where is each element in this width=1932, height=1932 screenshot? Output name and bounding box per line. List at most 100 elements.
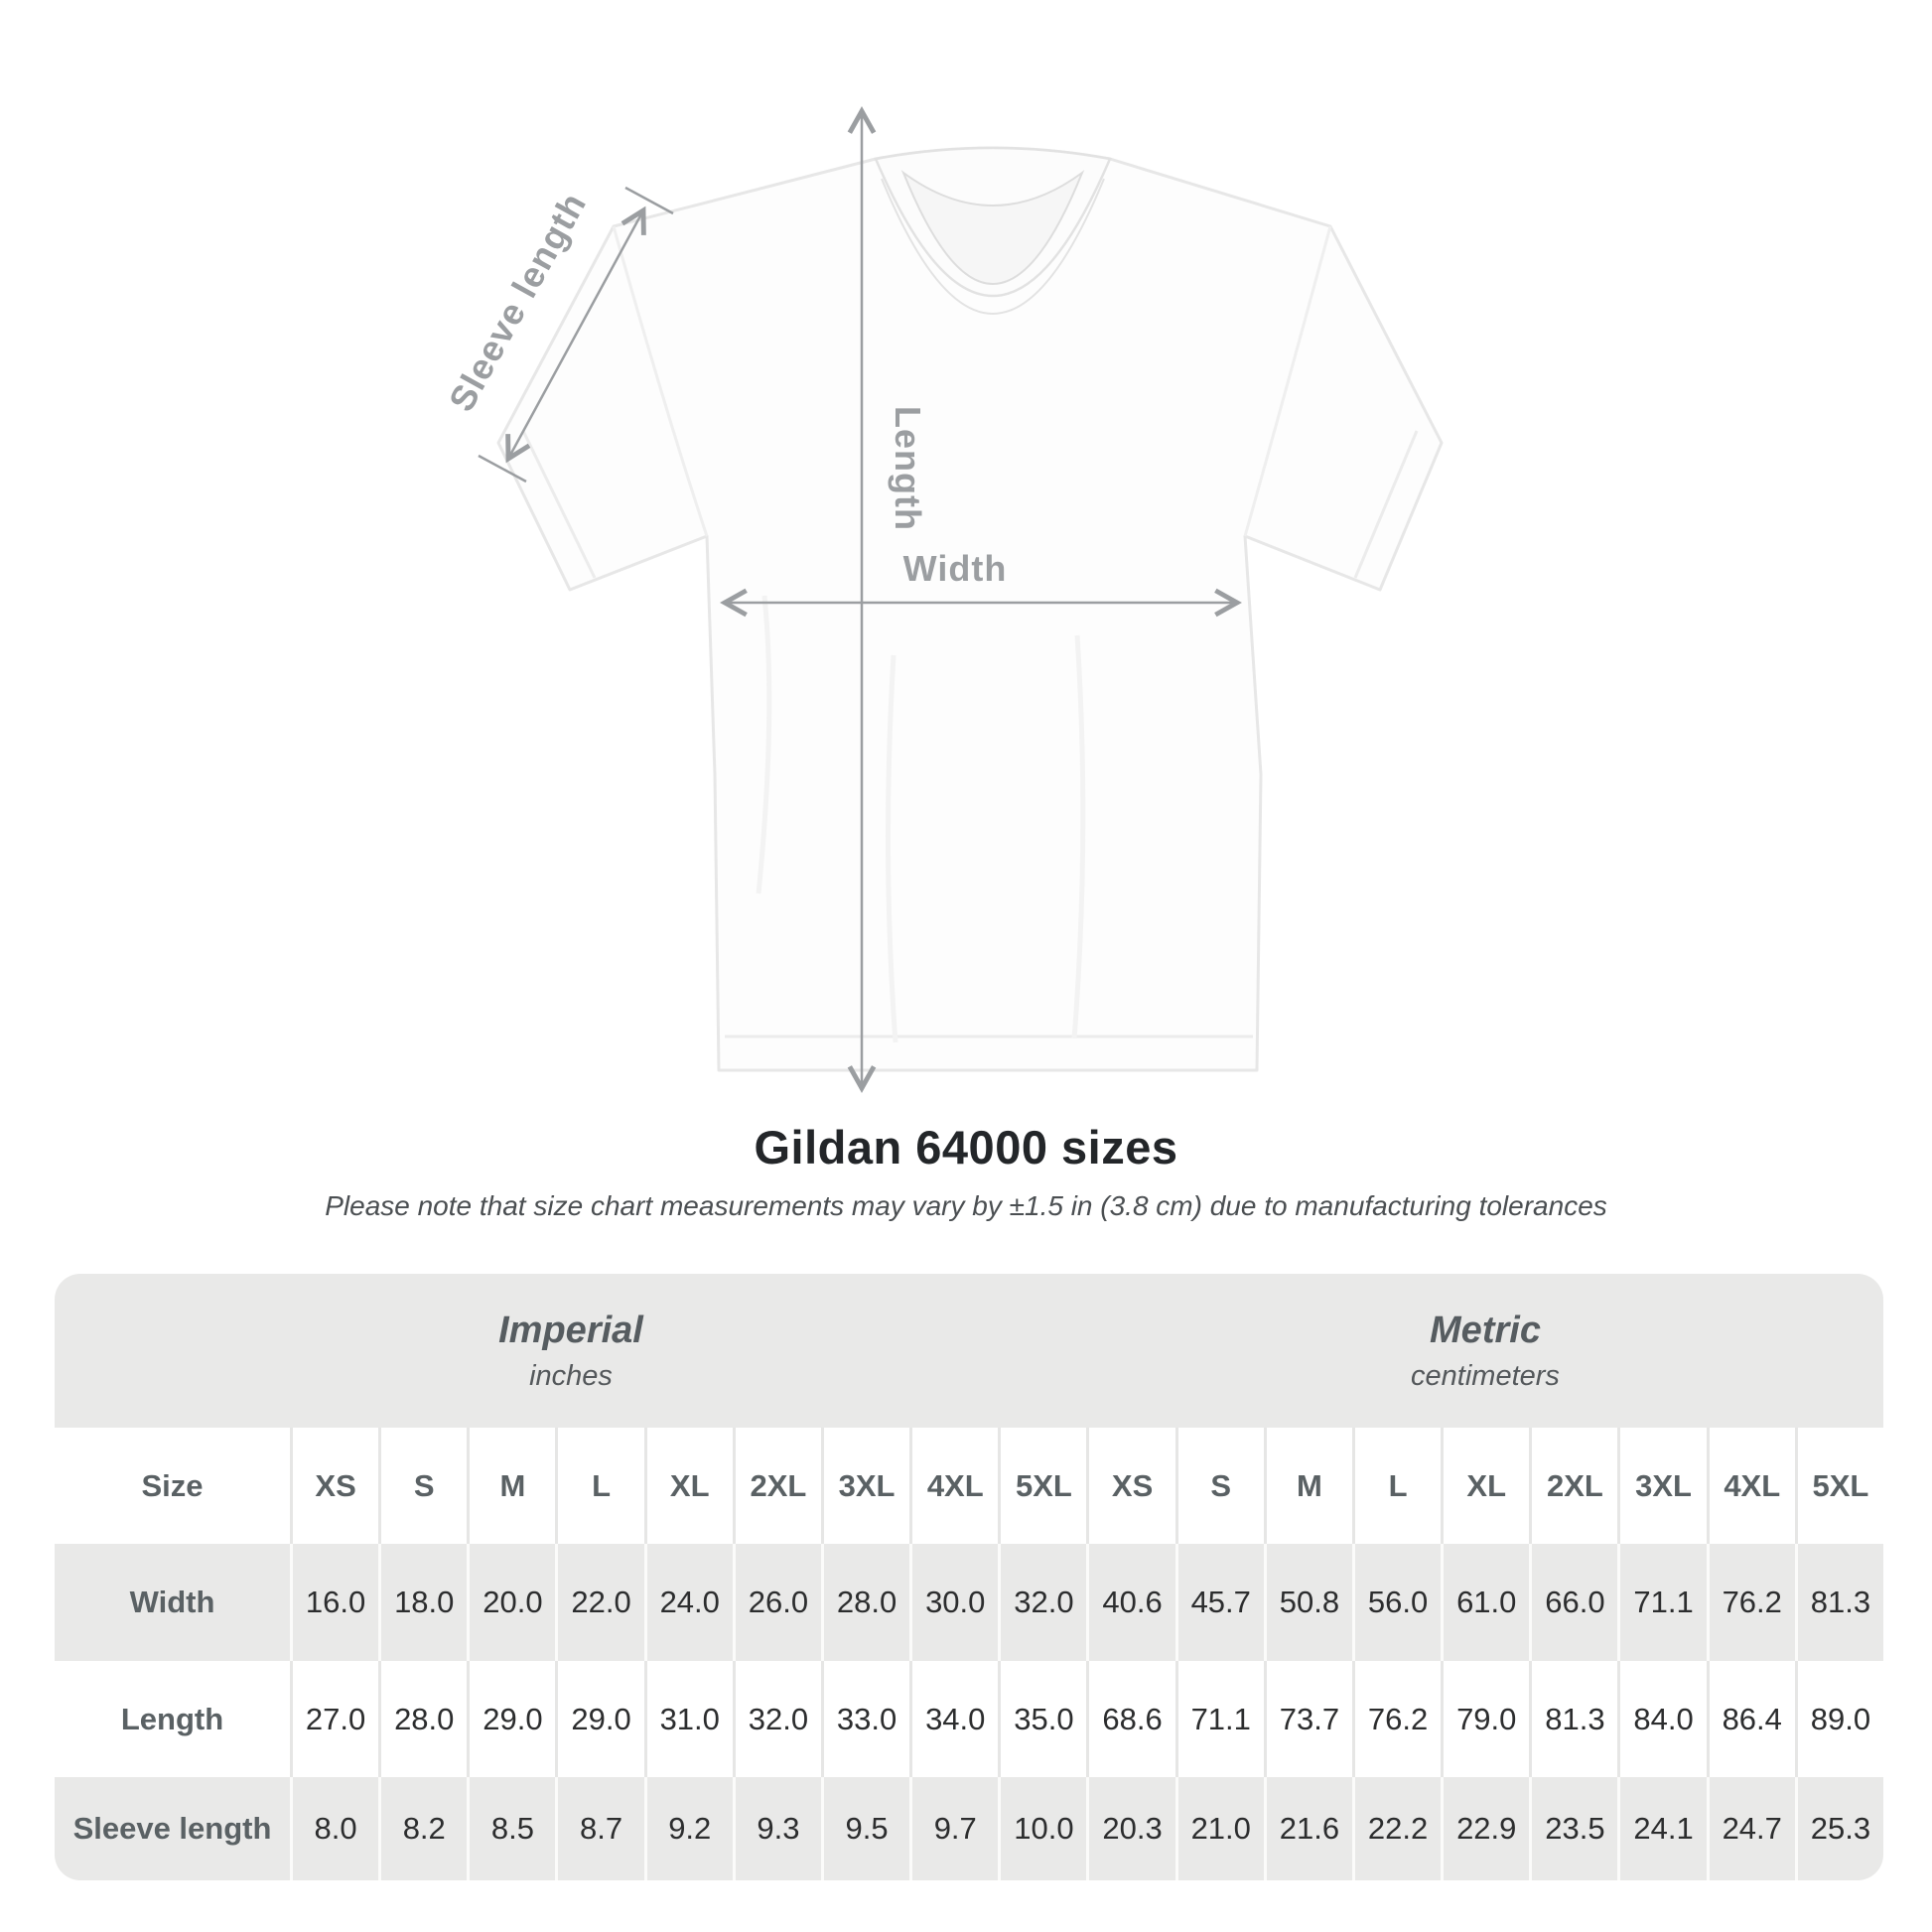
measurement-cell: 8.2 xyxy=(378,1777,467,1880)
armhole-seam-right xyxy=(1243,225,1332,537)
measurement-cell: 31.0 xyxy=(643,1661,733,1777)
measurement-cell: 8.5 xyxy=(467,1777,555,1880)
measurement-cell: 86.4 xyxy=(1706,1661,1795,1777)
sleeve-length-row: Sleeve length 8.0 8.2 8.5 8.7 9.2 9.3 9.5 9.7 10… xyxy=(55,1777,1883,1880)
size-column-header: L xyxy=(555,1428,643,1544)
measurement-cell: 29.0 xyxy=(555,1661,643,1777)
measurement-cell: 32.0 xyxy=(998,1544,1086,1661)
measurement-cell: 35.0 xyxy=(998,1661,1086,1777)
size-column-header: 4XL xyxy=(1706,1428,1795,1544)
size-column-header: XS xyxy=(1086,1428,1174,1544)
measurement-cell: 89.0 xyxy=(1794,1661,1883,1777)
size-column-header: XL xyxy=(1441,1428,1529,1544)
measurement-cell: 9.3 xyxy=(732,1777,821,1880)
measurement-cell: 76.2 xyxy=(1706,1544,1795,1661)
neck-opening xyxy=(900,170,1085,285)
width-row-label: Width xyxy=(129,1585,215,1619)
metric-header: Metric centimeters xyxy=(1087,1274,1883,1428)
fabric-crease xyxy=(756,595,772,895)
measurement-cell: 26.0 xyxy=(732,1544,821,1661)
measurement-cell: 20.0 xyxy=(467,1544,555,1661)
measurement-cell: 61.0 xyxy=(1441,1544,1529,1661)
metric-unit: centimeters xyxy=(1411,1359,1560,1392)
measurement-cell: 40.6 xyxy=(1086,1544,1174,1661)
measurement-cell: 56.0 xyxy=(1351,1544,1441,1661)
measurement-cell: 79.0 xyxy=(1441,1661,1529,1777)
measurement-cell: 10.0 xyxy=(998,1777,1086,1880)
measurement-cell: 76.2 xyxy=(1351,1661,1441,1777)
sleeve-hem-right xyxy=(1353,430,1419,579)
size-column-header: 3XL xyxy=(1617,1428,1706,1544)
measurement-cell: 24.1 xyxy=(1617,1777,1706,1880)
measurement-cell: 28.0 xyxy=(820,1544,909,1661)
size-header-row: Size XS S M L XL 2XL 3XL 4XL 5XL XS S M L XL 2XL 3XL 4XL… xyxy=(55,1428,1883,1544)
size-column-header: XS xyxy=(290,1428,378,1544)
size-table: Imperial inches Metric centimeters Size … xyxy=(55,1274,1883,1880)
measurement-cell: 21.6 xyxy=(1263,1777,1352,1880)
fabric-crease xyxy=(885,654,898,1043)
sleeve-dimension-arrow xyxy=(478,186,674,483)
length-label: Length xyxy=(888,406,928,531)
tshirt-measurement-diagram: Length Width Sleeve length xyxy=(441,106,1444,1093)
measurement-cell: 84.0 xyxy=(1617,1661,1706,1777)
size-column-header: S xyxy=(378,1428,467,1544)
measurement-cell: 30.0 xyxy=(909,1544,998,1661)
unit-header-band: Imperial inches Metric centimeters xyxy=(55,1274,1883,1428)
tshirt-illustration xyxy=(496,146,1444,1072)
sleeve-row-label: Sleeve length xyxy=(72,1811,272,1846)
size-column-header: M xyxy=(1263,1428,1352,1544)
page-title: Gildan 64000 sizes xyxy=(754,1121,1178,1173)
measurement-cell: 8.0 xyxy=(290,1777,378,1880)
fabric-crease xyxy=(1071,634,1086,1039)
measurement-cell: 50.8 xyxy=(1263,1544,1352,1661)
metric-label: Metric xyxy=(1430,1309,1541,1351)
measurement-cell: 25.3 xyxy=(1794,1777,1883,1880)
imperial-header: Imperial inches xyxy=(55,1274,1087,1428)
measurement-cell: 71.1 xyxy=(1617,1544,1706,1661)
measurement-cell: 68.6 xyxy=(1086,1661,1174,1777)
length-row: Length 27.0 28.0 29.0 29.0 31.0 32.0 33.0 34.0 3… xyxy=(55,1661,1883,1777)
size-column-header: 3XL xyxy=(820,1428,909,1544)
measurement-cell: 22.9 xyxy=(1441,1777,1529,1880)
size-column-header: M xyxy=(467,1428,555,1544)
tolerance-note: Please note that size chart measurements… xyxy=(325,1190,1607,1221)
size-column-header: 5XL xyxy=(1794,1428,1883,1544)
measurement-cell: 18.0 xyxy=(378,1544,467,1661)
measurement-cell: 81.3 xyxy=(1794,1544,1883,1661)
size-column-header: L xyxy=(1351,1428,1441,1544)
measurement-cell: 32.0 xyxy=(732,1661,821,1777)
measurement-cell: 8.7 xyxy=(555,1777,643,1880)
width-label: Width xyxy=(903,548,1008,589)
width-row: Width 16.0 18.0 20.0 22.0 24.0 26.0 28.0 30.0 32… xyxy=(55,1544,1883,1661)
measurement-cell: 45.7 xyxy=(1174,1544,1264,1661)
measurement-cell: 9.7 xyxy=(909,1777,998,1880)
size-column-header: 2XL xyxy=(732,1428,821,1544)
length-row-label: Length xyxy=(120,1701,224,1736)
measurement-cell: 22.2 xyxy=(1351,1777,1441,1880)
size-column-header: 4XL xyxy=(909,1428,998,1544)
measurement-cell: 29.0 xyxy=(467,1661,555,1777)
measurement-cell: 16.0 xyxy=(290,1544,378,1661)
imperial-label: Imperial xyxy=(498,1309,643,1351)
measurement-cell: 9.2 xyxy=(643,1777,733,1880)
measurement-cell: 33.0 xyxy=(820,1661,909,1777)
measurement-cell: 71.1 xyxy=(1174,1661,1264,1777)
size-column-header: 5XL xyxy=(998,1428,1086,1544)
measurement-cell: 24.7 xyxy=(1706,1777,1795,1880)
measurement-cell: 24.0 xyxy=(643,1544,733,1661)
measurement-cell: 20.3 xyxy=(1086,1777,1174,1880)
measurement-cell: 66.0 xyxy=(1529,1544,1617,1661)
measurement-cell: 28.0 xyxy=(378,1661,467,1777)
measurement-cell: 22.0 xyxy=(555,1544,643,1661)
dimension-end-tick xyxy=(624,186,674,215)
measurement-cell: 23.5 xyxy=(1529,1777,1617,1880)
measurement-cell: 73.7 xyxy=(1263,1661,1352,1777)
size-column-header: 2XL xyxy=(1529,1428,1617,1544)
dimension-end-tick xyxy=(478,454,527,483)
collar-stitch xyxy=(881,178,1105,315)
imperial-unit: inches xyxy=(529,1359,613,1392)
measurement-cell: 21.0 xyxy=(1174,1777,1264,1880)
measurement-cell: 34.0 xyxy=(909,1661,998,1777)
heading-block: Gildan 64000 sizes Please note that size… xyxy=(0,1120,1932,1222)
